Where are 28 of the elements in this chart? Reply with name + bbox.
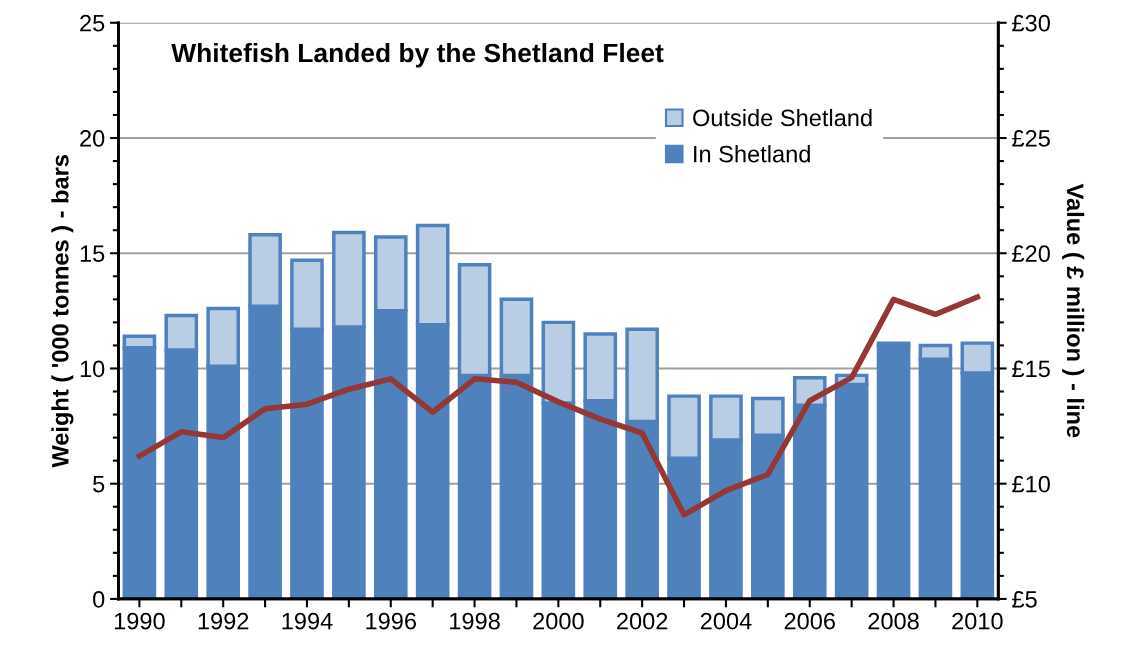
y-tick-label: 5 — [93, 476, 105, 493]
x-tick-label: 1992 — [198, 612, 249, 630]
y2-tick-label: £10 — [1012, 475, 1050, 493]
y2-tick-label: £30 — [1012, 14, 1050, 32]
y2-tick-label: £20 — [1012, 245, 1050, 263]
x-tick-label: 2010 — [952, 612, 1003, 630]
x-tick-label: 1994 — [282, 612, 333, 630]
x-tick-label: 1996 — [366, 612, 416, 630]
y-tick-label: 20 — [80, 130, 105, 147]
x-tick-label: 2008 — [868, 612, 919, 630]
y-axis-title: Weight ( '000 tonnes ) - bars — [51, 155, 74, 468]
y-tick-label: 25 — [80, 14, 105, 32]
y2-tick-label: £5 — [1012, 590, 1037, 608]
x-tick-label: 2002 — [617, 612, 668, 630]
legend-label: Outside Shetland — [693, 108, 872, 127]
x-tick-label: 1998 — [450, 612, 500, 630]
y-tick-label: 10 — [80, 360, 105, 378]
text: Whitefish Landed by the Shetland Fleet — [171, 42, 664, 68]
y2-tick-label: £25 — [1012, 130, 1050, 147]
x-tick-label: 2006 — [784, 612, 835, 630]
y-tick-label: 0 — [93, 590, 105, 608]
x-tick-label: 2000 — [533, 612, 584, 630]
y-tick-label: 15 — [80, 245, 105, 263]
x-tick-label: 2004 — [700, 612, 752, 630]
y2-tick-label: £15 — [1012, 360, 1050, 378]
x-tick-label: 1990 — [114, 612, 165, 630]
legend-label: In Shetland — [694, 145, 810, 163]
y2-axis-title: Value ( £ million ) - line — [1062, 183, 1085, 438]
